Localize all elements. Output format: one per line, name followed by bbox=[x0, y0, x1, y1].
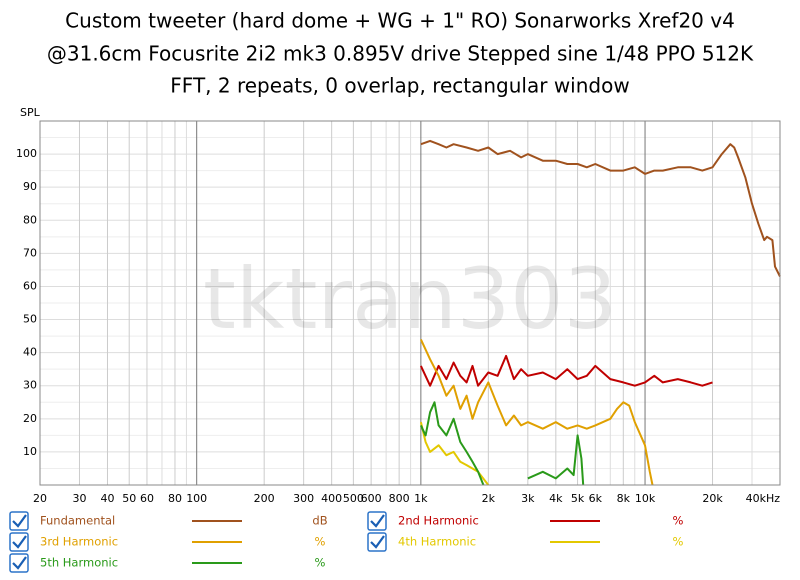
legend-unit: % bbox=[315, 556, 326, 570]
legend-label: 4th Harmonic bbox=[398, 535, 476, 549]
title-line: Custom tweeter (hard dome + WG + 1" RO) … bbox=[65, 9, 735, 33]
legend-item: 4th Harmonic% bbox=[367, 532, 684, 552]
series-line bbox=[419, 338, 654, 486]
y-tick-label: 80 bbox=[23, 213, 37, 226]
x-tick-label: 40 bbox=[100, 492, 114, 505]
x-tick-label: 3k bbox=[521, 492, 535, 505]
x-tick-label: 20k bbox=[702, 492, 723, 505]
watermark: tktran303 bbox=[203, 250, 617, 348]
checkbox-box bbox=[367, 532, 387, 552]
x-tick-label: 8k bbox=[617, 492, 631, 505]
x-tick-label: 6k bbox=[589, 492, 603, 505]
checkbox-box bbox=[9, 511, 29, 531]
checkbox-box bbox=[9, 532, 29, 552]
y-tick-label: 20 bbox=[23, 412, 37, 425]
legend-unit: % bbox=[673, 535, 684, 549]
x-tick-label: 2k bbox=[482, 492, 496, 505]
y-tick-label: 50 bbox=[23, 313, 37, 326]
title-line: FFT, 2 repeats, 0 overlap, rectangular w… bbox=[170, 74, 629, 98]
series-line bbox=[419, 421, 490, 486]
x-tick-label: 5k bbox=[571, 492, 585, 505]
x-tick-label: 4k bbox=[549, 492, 563, 505]
series-line bbox=[527, 434, 585, 486]
legend-unit: % bbox=[673, 514, 684, 528]
x-tick-label: 300 bbox=[293, 492, 314, 505]
legend-item: 5th Harmonic% bbox=[9, 553, 326, 573]
legend-checkbox[interactable] bbox=[367, 532, 387, 552]
series-line bbox=[420, 139, 781, 277]
x-tick-label: 10k bbox=[635, 492, 656, 505]
x-tick-label: 20 bbox=[33, 492, 47, 505]
checkbox-check bbox=[370, 514, 385, 528]
y-tick-label: 60 bbox=[23, 279, 37, 292]
y-tick-label: 40 bbox=[23, 346, 37, 359]
y-tick-label: 70 bbox=[23, 246, 37, 259]
y-tick-label: 30 bbox=[23, 379, 37, 392]
x-tick-label: 200 bbox=[254, 492, 275, 505]
checkbox-box bbox=[367, 511, 387, 531]
legend-checkbox[interactable] bbox=[9, 511, 29, 531]
x-tick-label: 50 bbox=[122, 492, 136, 505]
x-tick-label: 30 bbox=[72, 492, 86, 505]
legend-unit: dB bbox=[312, 514, 327, 528]
checkbox-check bbox=[12, 535, 27, 549]
y-axis-label: SPL bbox=[20, 106, 41, 119]
checkbox-check bbox=[12, 556, 27, 570]
title-line: @31.6cm Focusrite 2i2 mk3 0.895V drive S… bbox=[47, 42, 754, 66]
legend-label: 5th Harmonic bbox=[40, 556, 118, 570]
plot-frame bbox=[39, 120, 781, 486]
x-tick-label: 400 bbox=[321, 492, 342, 505]
y-tick-label: 10 bbox=[23, 445, 37, 458]
x-tick-label: 80 bbox=[168, 492, 182, 505]
legend-checkbox[interactable] bbox=[9, 532, 29, 552]
series-line bbox=[419, 354, 713, 387]
series-line bbox=[419, 401, 485, 486]
x-tick-label: 40kHz bbox=[746, 492, 781, 505]
x-tick-label: 800 bbox=[389, 492, 410, 505]
checkbox-check bbox=[370, 535, 385, 549]
legend-item: 2nd Harmonic% bbox=[367, 511, 684, 531]
y-tick-label: 90 bbox=[23, 180, 37, 193]
checkbox-check bbox=[12, 514, 27, 528]
legend-item: Fundamental dB bbox=[9, 511, 328, 531]
legend-label: 2nd Harmonic bbox=[398, 514, 479, 528]
x-tick-label: 600 bbox=[361, 492, 382, 505]
x-tick-label: 60 bbox=[140, 492, 154, 505]
legend-unit: % bbox=[315, 535, 326, 549]
legend-label: 3rd Harmonic bbox=[40, 535, 118, 549]
legend-item: 3rd Harmonic% bbox=[9, 532, 326, 552]
checkbox-box bbox=[9, 553, 29, 573]
x-tick-label: 1k bbox=[414, 492, 428, 505]
x-tick-label: 500 bbox=[343, 492, 364, 505]
y-tick-label: 100 bbox=[16, 147, 37, 160]
legend-checkbox[interactable] bbox=[367, 511, 387, 531]
legend-checkbox[interactable] bbox=[9, 553, 29, 573]
x-tick-label: 100 bbox=[186, 492, 207, 505]
legend-label: Fundamental bbox=[40, 514, 115, 528]
